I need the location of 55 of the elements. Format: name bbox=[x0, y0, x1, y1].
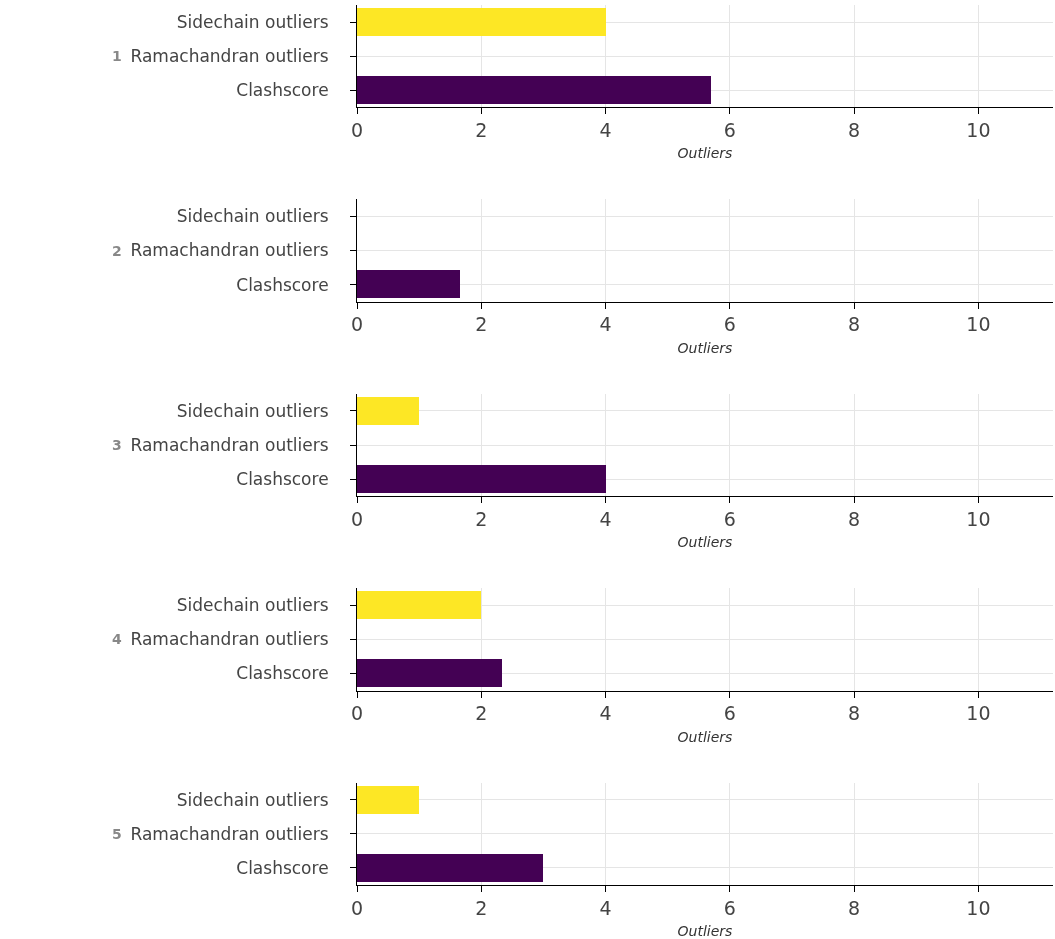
x-axis-title: Outliers bbox=[677, 145, 733, 162]
x-tick-label: 8 bbox=[848, 118, 861, 141]
x-tick-label: 10 bbox=[966, 507, 991, 530]
x-tick-label: 4 bbox=[599, 507, 612, 530]
x-tick-label: 0 bbox=[350, 118, 364, 141]
x-tick-label: 4 bbox=[599, 118, 612, 141]
x-axis-title: Outliers bbox=[677, 923, 733, 939]
x-tick-label: 6 bbox=[723, 118, 736, 141]
x-tick-label: 8 bbox=[848, 702, 861, 725]
y-axis-title: 5 bbox=[112, 826, 122, 842]
y-tick-label: Clashscore bbox=[236, 468, 329, 489]
y-tick-label: Ramachandran outliers bbox=[130, 434, 329, 455]
x-tick-label: 4 bbox=[599, 313, 612, 336]
y-tick-label: Sidechain outliers bbox=[176, 206, 329, 227]
x-tick-label: 0 bbox=[350, 313, 364, 336]
y-tick-label: Ramachandran outliers bbox=[130, 629, 329, 650]
x-tick-label: 2 bbox=[475, 702, 488, 725]
y-tick-label: Sidechain outliers bbox=[176, 595, 329, 616]
y-tick-label: Ramachandran outliers bbox=[130, 823, 329, 844]
x-tick-label: 8 bbox=[848, 896, 861, 919]
x-axis-title: Outliers bbox=[677, 728, 733, 745]
y-tick-label: Sidechain outliers bbox=[176, 400, 329, 421]
y-tick-label: Ramachandran outliers bbox=[130, 45, 329, 66]
x-tick-label: 4 bbox=[599, 702, 612, 725]
x-tick-label: 2 bbox=[475, 118, 488, 141]
x-tick-label: 2 bbox=[475, 896, 488, 919]
y-tick-label: Clashscore bbox=[236, 663, 329, 684]
y-tick-label: Clashscore bbox=[236, 274, 329, 295]
y-axis-title: 3 bbox=[112, 437, 122, 453]
x-tick-label: 10 bbox=[966, 118, 991, 141]
x-tick-label: 0 bbox=[350, 702, 364, 725]
x-tick-label: 10 bbox=[966, 702, 991, 725]
y-tick-label: Clashscore bbox=[236, 857, 329, 878]
x-tick-label: 4 bbox=[599, 896, 612, 919]
y-tick-label: Sidechain outliers bbox=[176, 11, 329, 32]
x-tick-label: 10 bbox=[966, 896, 991, 919]
x-tick-label: 8 bbox=[848, 313, 861, 336]
x-tick-label: 8 bbox=[848, 507, 861, 530]
y-axis-title: 4 bbox=[112, 631, 122, 647]
y-tick-label: Sidechain outliers bbox=[176, 789, 329, 810]
x-tick-label: 6 bbox=[723, 313, 736, 336]
y-tick-label: Ramachandran outliers bbox=[130, 240, 329, 261]
x-tick-label: 6 bbox=[723, 702, 736, 725]
y-tick-label: Clashscore bbox=[236, 80, 329, 101]
x-tick-label: 6 bbox=[723, 896, 736, 919]
x-tick-label: 2 bbox=[475, 507, 488, 530]
x-tick-label: 10 bbox=[966, 313, 991, 336]
x-axis-title: Outliers bbox=[677, 339, 733, 356]
y-axis-title: 2 bbox=[112, 243, 122, 259]
x-tick-label: 0 bbox=[350, 507, 364, 530]
x-axis-title: Outliers bbox=[677, 534, 733, 551]
x-tick-label: 6 bbox=[723, 507, 736, 530]
y-axis-title: 1 bbox=[112, 48, 122, 64]
x-tick-label: 0 bbox=[350, 896, 364, 919]
x-tick-label: 2 bbox=[475, 313, 488, 336]
